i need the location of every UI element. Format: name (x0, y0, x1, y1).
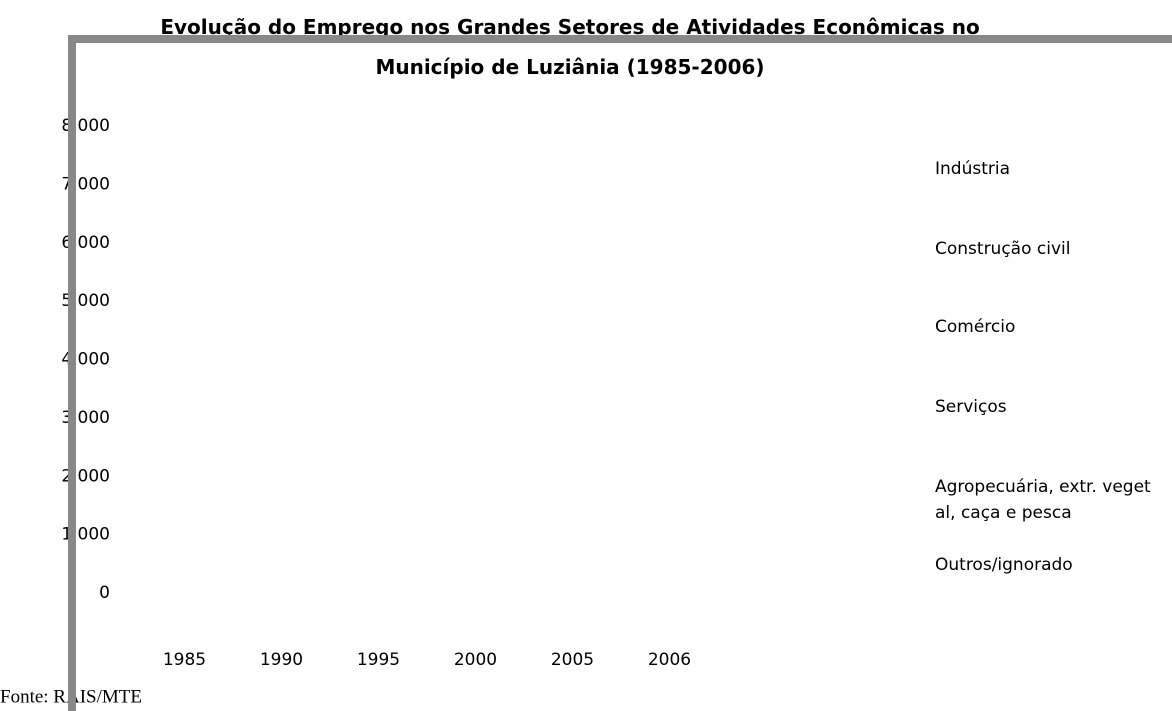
x-tick-label: 1995 (357, 650, 400, 670)
legend-label: Comércio (935, 317, 1015, 337)
x-tick-label: 2000 (454, 650, 497, 670)
legend-label: Construção civil (935, 239, 1070, 259)
legend-label: Agropecuária, extr. veget al, caça e pesc… (935, 477, 1151, 523)
x-tick-label: 1985 (163, 650, 206, 670)
legend-label: Serviços (935, 397, 1007, 417)
legend-label: Outros/ignorado (935, 555, 1073, 575)
x-tick-label: 2005 (551, 650, 594, 670)
x-tick-label: 2006 (648, 650, 691, 670)
frame-left (68, 35, 76, 711)
chart-title: Evolução do Emprego nos Grandes Setores … (160, 15, 979, 79)
frame-top (68, 35, 1172, 43)
legend-label: Indústria (935, 159, 1010, 179)
x-tick-label: 1990 (260, 650, 303, 670)
y-tick-label: 0 (99, 583, 110, 603)
